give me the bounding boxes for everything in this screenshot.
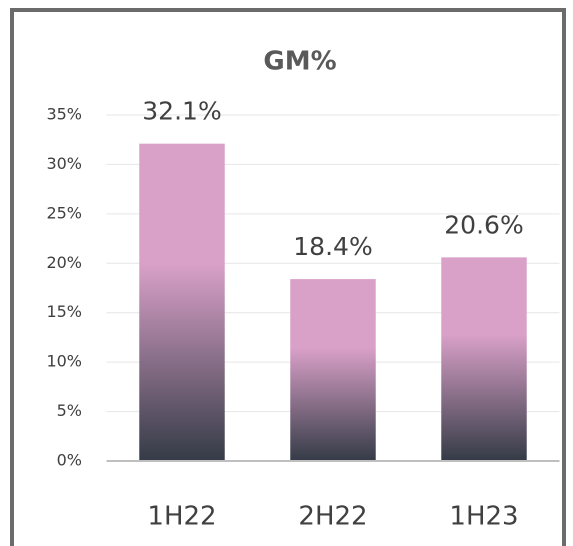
- value-label: 32.1%: [142, 97, 221, 126]
- y-tick-label: 5%: [57, 401, 82, 420]
- y-tick-label: 15%: [46, 302, 82, 321]
- y-tick-label: 20%: [46, 253, 82, 272]
- chart-title: GM%: [263, 47, 336, 77]
- x-tick-label: 1H23: [449, 502, 518, 532]
- bar: [139, 143, 225, 461]
- y-tick-label: 35%: [46, 105, 82, 124]
- bar: [290, 279, 376, 461]
- value-label: 20.6%: [444, 210, 523, 239]
- y-tick-label: 30%: [46, 154, 82, 173]
- bar: [441, 257, 527, 461]
- y-tick-label: 25%: [46, 203, 82, 222]
- x-tick-label: 1H22: [147, 502, 216, 532]
- value-label: 18.4%: [293, 232, 372, 261]
- x-tick-label: 2H22: [298, 502, 367, 532]
- y-tick-label: 0%: [57, 451, 82, 470]
- y-tick-label: 10%: [46, 352, 82, 371]
- frame: [10, 8, 566, 546]
